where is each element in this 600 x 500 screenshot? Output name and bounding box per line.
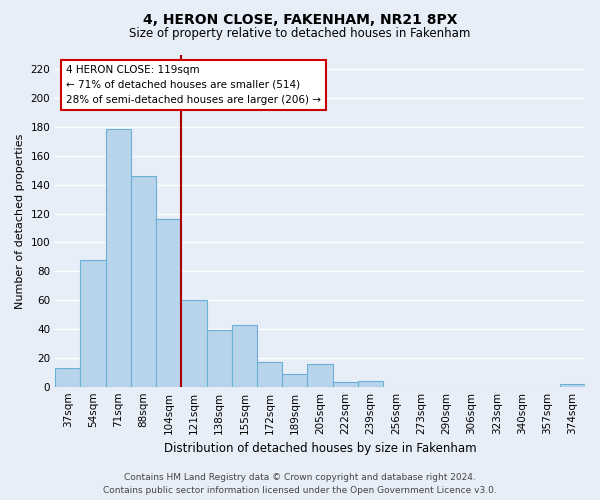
Bar	[131, 176, 156, 386]
Bar	[282, 374, 307, 386]
Text: Size of property relative to detached houses in Fakenham: Size of property relative to detached ho…	[130, 28, 470, 40]
Bar	[332, 382, 358, 386]
Bar	[80, 260, 106, 386]
Text: 4, HERON CLOSE, FAKENHAM, NR21 8PX: 4, HERON CLOSE, FAKENHAM, NR21 8PX	[143, 12, 457, 26]
Bar	[206, 330, 232, 386]
Bar	[106, 128, 131, 386]
Bar	[358, 381, 383, 386]
Bar	[55, 368, 80, 386]
Bar	[257, 362, 282, 386]
Bar	[307, 364, 332, 386]
X-axis label: Distribution of detached houses by size in Fakenham: Distribution of detached houses by size …	[164, 442, 476, 455]
Bar	[181, 300, 206, 386]
Bar	[560, 384, 585, 386]
Bar	[232, 324, 257, 386]
Text: 4 HERON CLOSE: 119sqm
← 71% of detached houses are smaller (514)
28% of semi-det: 4 HERON CLOSE: 119sqm ← 71% of detached …	[66, 65, 321, 104]
Y-axis label: Number of detached properties: Number of detached properties	[15, 133, 25, 308]
Text: Contains HM Land Registry data © Crown copyright and database right 2024.
Contai: Contains HM Land Registry data © Crown c…	[103, 473, 497, 495]
Bar	[156, 220, 181, 386]
